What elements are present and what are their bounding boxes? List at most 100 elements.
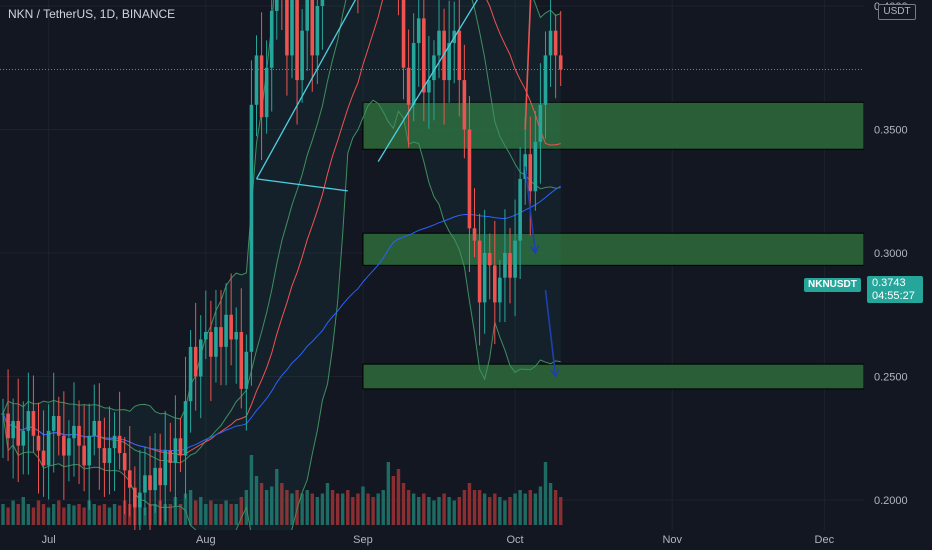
- volume-bar: [493, 493, 497, 525]
- volume-bar: [67, 504, 71, 525]
- candle-body: [102, 448, 107, 463]
- candle-body: [198, 339, 203, 377]
- candle-body: [41, 450, 46, 466]
- candle-body: [401, 0, 406, 68]
- candle-body: [274, 0, 279, 11]
- candle-body: [133, 487, 137, 508]
- volume-bar: [482, 493, 487, 525]
- volume-bar: [41, 504, 46, 525]
- candle-body: [508, 253, 512, 278]
- candle-body: [310, 0, 315, 56]
- candle-body: [67, 438, 71, 456]
- volume-bar: [427, 497, 431, 525]
- volume-bar: [325, 483, 330, 525]
- candle-body: [16, 420, 21, 446]
- volume-bar: [401, 483, 406, 525]
- volume-bar: [52, 504, 56, 525]
- volume-bar: [21, 497, 25, 525]
- candle-body: [553, 30, 558, 56]
- volume-bar: [254, 476, 259, 525]
- candle-body: [1, 413, 5, 415]
- candle-body: [46, 430, 51, 466]
- volume-bar: [411, 493, 416, 525]
- candle-body: [87, 435, 91, 466]
- volume-bar: [57, 500, 61, 525]
- candle-body: [482, 253, 487, 303]
- projection-arrows[interactable]: [524, 0, 560, 379]
- candle-body: [295, 0, 299, 81]
- time-axis[interactable]: [0, 530, 864, 550]
- volume-bar: [472, 490, 477, 525]
- volume-bar: [346, 490, 350, 525]
- volume-bar: [351, 497, 355, 525]
- candle-body: [112, 435, 117, 449]
- volume-bar: [117, 505, 122, 525]
- volume-bar: [559, 497, 563, 525]
- bollinger-lower: [2, 99, 561, 550]
- volume-bar: [72, 505, 76, 525]
- candle-body: [503, 253, 507, 278]
- candle-body: [178, 438, 183, 456]
- volume-bar: [11, 500, 15, 525]
- volume-bar: [548, 483, 553, 525]
- price-tick-label: 0.2500: [874, 372, 908, 384]
- candle-body: [477, 240, 482, 303]
- volume-bar: [371, 497, 375, 525]
- candle-body: [492, 265, 497, 303]
- currency-badge[interactable]: USDT: [878, 4, 916, 20]
- candle-body: [422, 18, 426, 93]
- volume-bar: [417, 497, 421, 525]
- candle-body: [244, 351, 249, 389]
- candle-body: [138, 492, 142, 508]
- volume-bar: [300, 493, 304, 525]
- candle-body: [209, 332, 213, 357]
- candle-body: [234, 332, 239, 340]
- candle-body: [254, 55, 259, 105]
- candle-body: [6, 413, 10, 439]
- candle-body: [548, 30, 553, 56]
- volume-bar: [153, 504, 157, 525]
- volume-bar: [361, 486, 365, 525]
- volume-bar: [457, 497, 461, 525]
- candle-body: [122, 453, 127, 471]
- volume-bar: [214, 504, 218, 525]
- last-price-value: 0.3743: [872, 277, 906, 289]
- trend-lines[interactable]: [255, 0, 784, 192]
- candle-body: [416, 18, 421, 44]
- volume-bar: [168, 504, 173, 525]
- volume-bar: [270, 486, 274, 525]
- volume-bar: [442, 493, 446, 525]
- volume-bar: [462, 490, 467, 525]
- candle-body: [285, 0, 289, 56]
- candle-body: [82, 445, 86, 466]
- volume-bar: [422, 493, 426, 525]
- volume-bar: [224, 500, 228, 525]
- price-axis[interactable]: [864, 0, 932, 550]
- trend-line: [255, 0, 357, 180]
- candle-body: [173, 438, 178, 463]
- projection-arrow-head: [550, 368, 560, 379]
- volume-bar: [498, 497, 502, 525]
- candle-body: [56, 416, 61, 436]
- volume-bar: [107, 507, 112, 525]
- candle-body: [62, 435, 66, 456]
- projection-arrow: [524, 166, 537, 254]
- volume-bar: [264, 490, 269, 525]
- candle-body: [97, 420, 102, 449]
- candle-body: [51, 416, 56, 431]
- trend-line: [377, 0, 478, 162]
- volume-bar: [406, 490, 411, 525]
- volume-bar: [193, 500, 198, 525]
- candle-body: [77, 425, 81, 446]
- symbol-title[interactable]: NKN / TetherUS, 1D, BINANCE: [8, 7, 175, 21]
- volume-bar: [239, 497, 243, 525]
- candle-body: [158, 467, 162, 486]
- volume-bar: [209, 500, 213, 525]
- volume-bar: [523, 493, 527, 525]
- candle-body: [153, 467, 157, 491]
- volume-bar: [97, 505, 102, 525]
- candle-body: [472, 228, 477, 241]
- time-tick-label: Sep: [353, 534, 373, 546]
- pattern-line: [256, 178, 348, 192]
